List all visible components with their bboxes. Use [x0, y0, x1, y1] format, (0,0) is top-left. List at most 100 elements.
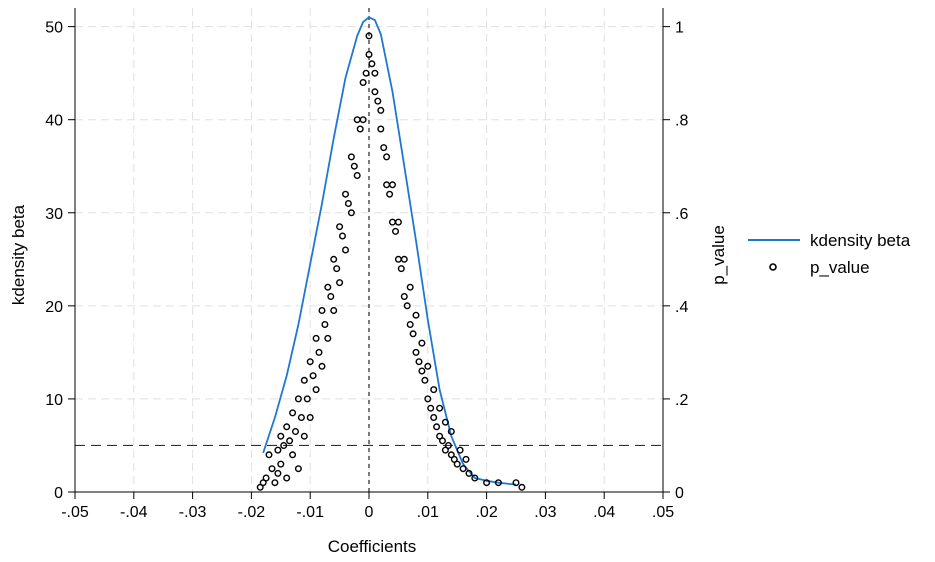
p-value-point	[265, 451, 273, 459]
p-value-point	[356, 125, 364, 133]
p-value-point	[283, 423, 291, 431]
p-value-point	[300, 432, 308, 440]
p-value-point	[471, 474, 479, 482]
y-right-tick-label: 1	[675, 20, 684, 37]
x-tick-label: 0	[365, 504, 374, 521]
p-value-point	[430, 386, 438, 394]
p-value-point	[283, 474, 291, 482]
p-value-point	[512, 479, 520, 487]
p-value-point	[262, 474, 270, 482]
p-value-point	[306, 414, 314, 422]
y-left-tick-label: 10	[45, 392, 63, 409]
x-tick-label: .02	[475, 504, 497, 521]
p-value-point	[400, 255, 408, 263]
p-value-point	[274, 469, 282, 477]
p-value-point	[318, 307, 326, 315]
p-value-point	[342, 246, 350, 254]
p-value-point	[483, 479, 491, 487]
p-value-point	[286, 437, 294, 445]
p-value-point	[330, 307, 338, 315]
y-axis-right-title: p_value	[709, 225, 728, 285]
p-value-point	[294, 395, 302, 403]
p-value-point	[336, 279, 344, 287]
y-left-tick-label: 40	[45, 113, 63, 130]
p-value-point	[312, 334, 320, 342]
p-value-point	[300, 376, 308, 384]
p-value-point	[392, 227, 400, 235]
p-value-point	[456, 446, 464, 454]
p-value-point	[277, 432, 285, 440]
p-value-point	[418, 367, 426, 375]
x-tick-label: .03	[534, 504, 556, 521]
legend-pvalue-marker	[769, 263, 777, 271]
p-value-point	[368, 60, 376, 68]
p-value-point	[312, 386, 320, 394]
p-value-point	[433, 423, 441, 431]
p-value-point	[459, 465, 467, 473]
p-value-point	[274, 446, 282, 454]
p-value-point	[362, 69, 370, 77]
p-value-point	[441, 418, 449, 426]
p-value-point	[406, 283, 414, 291]
p-value-point	[465, 469, 473, 477]
p-value-point	[406, 321, 414, 329]
p-value-point	[289, 409, 297, 417]
legend-kdensity-label: kdensity beta	[810, 231, 911, 250]
p-value-point	[380, 144, 388, 152]
p-value-point	[347, 209, 355, 217]
p-value-point	[424, 362, 432, 370]
legend-pvalue-label: p_value	[810, 258, 870, 277]
p-value-point	[365, 32, 373, 40]
p-value-point	[344, 199, 352, 207]
y-right-tick-label: .8	[675, 113, 688, 130]
p-value-point	[347, 153, 355, 161]
p-value-point	[424, 395, 432, 403]
p-value-point	[330, 255, 338, 263]
p-value-point	[342, 190, 350, 198]
p-value-point	[294, 465, 302, 473]
y-right-tick-label: .2	[675, 392, 688, 409]
x-tick-label: .01	[417, 504, 439, 521]
p-value-point	[377, 125, 385, 133]
p-value-point	[371, 88, 379, 96]
p-value-point	[292, 428, 300, 436]
x-tick-label: -.05	[61, 504, 89, 521]
p-value-point	[421, 376, 429, 384]
p-value-point	[377, 106, 385, 114]
p-value-point	[303, 395, 311, 403]
p-value-point	[318, 362, 326, 370]
p-value-point	[374, 97, 382, 105]
p-value-point	[386, 190, 394, 198]
p-value-point	[389, 181, 397, 189]
p-value-point	[394, 218, 402, 226]
series	[256, 16, 526, 491]
p-value-point	[271, 479, 279, 487]
y-left-tick-label: 50	[45, 20, 63, 37]
p-value-point	[321, 321, 329, 329]
p-value-point	[359, 116, 367, 124]
p-value-point	[409, 330, 417, 338]
p-value-point	[412, 311, 420, 319]
p-value-point	[268, 465, 276, 473]
p-value-point	[444, 442, 452, 450]
p-value-point	[333, 265, 341, 273]
p-value-point	[462, 455, 470, 463]
x-tick-label: .05	[652, 504, 674, 521]
p-value-point	[412, 348, 420, 356]
y-right-tick-label: 0	[675, 485, 684, 502]
p-value-point	[297, 414, 305, 422]
p-value-point	[453, 460, 461, 468]
y-left-tick-label: 20	[45, 299, 63, 316]
p-value-point	[365, 51, 373, 59]
p-value-point	[324, 283, 332, 291]
p-value-point	[309, 372, 317, 380]
axes	[68, 8, 670, 499]
x-tick-label: -.04	[120, 504, 148, 521]
p-value-point	[350, 162, 358, 170]
p-value-point	[336, 223, 344, 231]
p-value-point	[339, 232, 347, 240]
y-right-tick-label: .6	[675, 206, 688, 223]
x-tick-label: -.03	[179, 504, 207, 521]
